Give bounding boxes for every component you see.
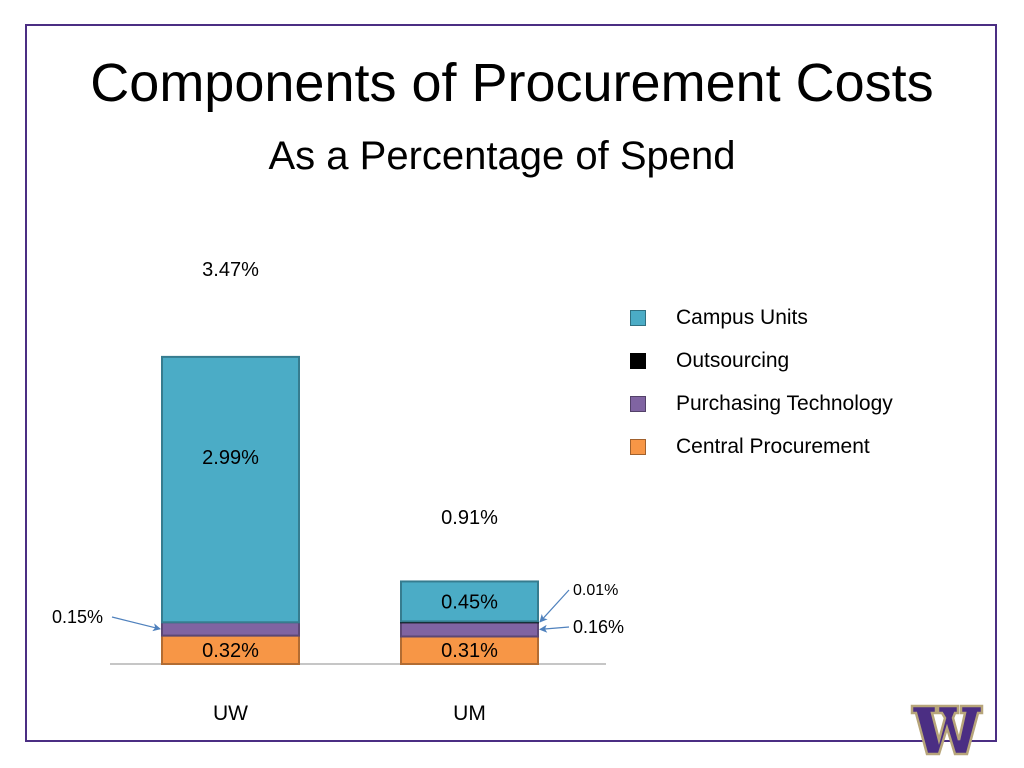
bar-uw-campus-units xyxy=(161,355,300,624)
legend-swatch xyxy=(630,309,646,326)
callout-arrow xyxy=(539,624,570,633)
data-label: 2.99% xyxy=(202,447,259,469)
total-label: 3.47% xyxy=(202,259,259,281)
data-label: 0.45% xyxy=(441,591,498,613)
data-label: 0.32% xyxy=(202,640,259,662)
data-label: 0.01% xyxy=(573,582,618,599)
legend-item-purchasing-technology: Purchasing Technology xyxy=(630,382,893,425)
legend-swatch xyxy=(630,352,646,369)
x-tick-label: UW xyxy=(213,702,248,725)
legend-item-outsourcing: Outsourcing xyxy=(630,339,893,382)
bar-uw-central-procurement xyxy=(161,634,300,666)
data-label: 0.31% xyxy=(441,640,498,662)
chart-title: Components of Procurement Costs xyxy=(90,53,934,113)
legend-item-campus-units: Campus Units xyxy=(630,296,893,339)
total-label: 0.91% xyxy=(441,507,498,529)
callout-arrow xyxy=(539,589,570,623)
chart-legend: Campus Units Outsourcing Purchasing Techno… xyxy=(630,296,893,468)
data-label: 0.16% xyxy=(573,617,624,637)
bar-uw-purchasing-technology xyxy=(161,621,300,637)
bar-um-central-procurement xyxy=(400,635,539,665)
legend-label: Purchasing Technology xyxy=(676,391,893,415)
data-label: 0.15% xyxy=(52,607,103,627)
legend-swatch xyxy=(630,438,646,455)
legend-label: Central Procurement xyxy=(676,434,870,458)
bar-um-purchasing-technology xyxy=(400,621,539,638)
x-tick-label: UM xyxy=(453,702,486,725)
bar-um-campus-units xyxy=(400,580,539,623)
chart-subtitle: As a Percentage of Spend xyxy=(268,134,736,178)
legend-label: Campus Units xyxy=(676,305,808,329)
legend-item-central-procurement: Central Procurement xyxy=(630,425,893,468)
callout-arrow xyxy=(111,616,161,632)
legend-label: Outsourcing xyxy=(676,348,790,372)
legend-swatch xyxy=(630,395,646,412)
uw-w-logo-icon xyxy=(910,704,984,756)
